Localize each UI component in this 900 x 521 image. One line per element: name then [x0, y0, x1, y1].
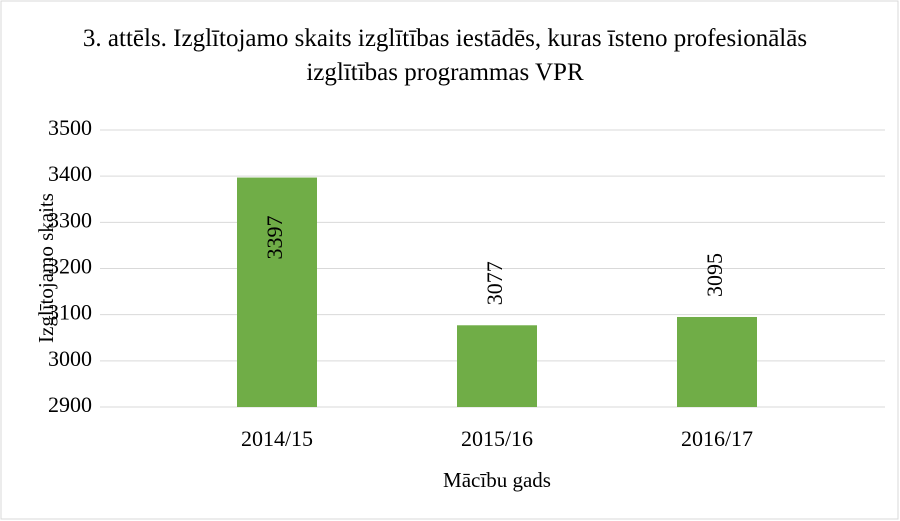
y-tick-label: 3100 — [48, 300, 92, 325]
x-tick-label: 2016/17 — [681, 426, 753, 451]
data-label: 3077 — [482, 261, 507, 305]
chart-title: 3. attēls. Izglītojamo skaits izglītības… — [82, 25, 808, 86]
y-axis-title: Izglītojamo skaits — [34, 193, 58, 343]
x-axis-title: Mācību gads — [443, 468, 551, 492]
x-tick-label: 2015/16 — [461, 426, 533, 451]
y-tick-label: 3400 — [48, 161, 92, 186]
y-tick-label: 3500 — [48, 115, 92, 140]
x-tick-label: 2014/15 — [241, 426, 313, 451]
y-tick-label: 3000 — [48, 346, 92, 371]
bar — [457, 325, 537, 407]
bar — [237, 177, 317, 407]
y-tick-label: 2900 — [48, 392, 92, 417]
data-label: 3397 — [262, 216, 287, 260]
y-tick-label: 3200 — [48, 254, 92, 279]
data-label: 3095 — [702, 253, 727, 297]
bar — [677, 316, 757, 407]
y-tick-label: 3300 — [48, 207, 92, 232]
